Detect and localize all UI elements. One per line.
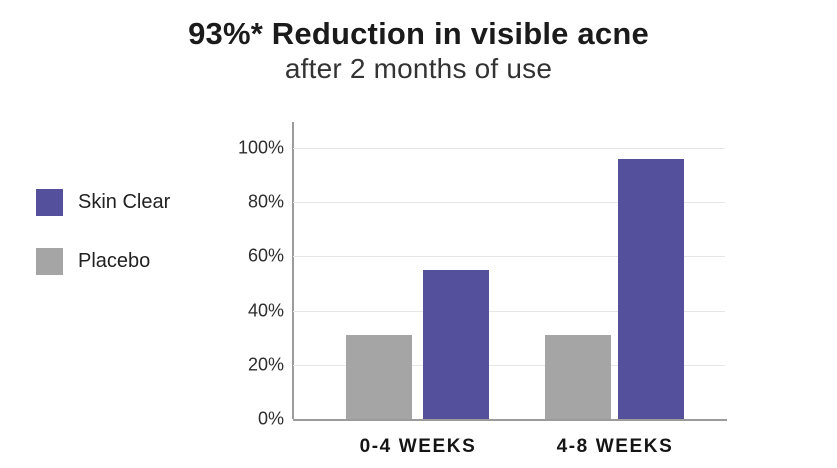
y-tick-40: 40%: [247, 300, 284, 321]
y-tick-80: 80%: [247, 191, 284, 212]
legend-item-skin-clear: Skin Clear: [36, 189, 170, 216]
bar-placebo-0-4-weeks: [346, 335, 412, 419]
legend-label-placebo: Placebo: [78, 250, 151, 272]
legend-item-placebo: Placebo: [36, 248, 170, 275]
gridline-60: [293, 256, 725, 258]
bar-skin-clear-0-4-weeks: [423, 269, 489, 419]
bar-placebo-4-8-weeks: [545, 335, 611, 419]
y-tick-20: 20%: [247, 354, 284, 375]
legend-swatch-placebo: [36, 248, 63, 275]
bar-skin-clear-4-8-weeks: [618, 158, 684, 419]
gridline-80: [293, 202, 725, 204]
x-label-4-8-weeks: 4-8 WEEKS: [556, 436, 674, 457]
legend-swatch-skin-clear: [36, 189, 63, 216]
chart-header: 93%* Reduction in visible acne after 2 m…: [0, 16, 837, 85]
gridline-100: [293, 148, 725, 149]
plot-area: [293, 148, 725, 419]
gridline-20: [293, 364, 725, 366]
y-tick-0: 0%: [257, 408, 284, 429]
gridline-40: [293, 310, 725, 312]
x-axis-line: [293, 419, 727, 421]
legend-label-skin-clear: Skin Clear: [78, 191, 171, 213]
chart-title: 93%* Reduction in visible acne: [188, 16, 649, 51]
y-tick-100: 100%: [237, 137, 284, 158]
legend: Skin Clear Placebo: [36, 189, 170, 275]
x-label-0-4-weeks: 0-4 WEEKS: [359, 436, 477, 457]
y-axis-line: [292, 122, 294, 419]
chart-subtitle: after 2 months of use: [284, 52, 553, 84]
y-axis-ticks: 100% 80% 60% 40% 20% 0%: [210, 138, 284, 429]
y-tick-60: 60%: [247, 245, 284, 266]
